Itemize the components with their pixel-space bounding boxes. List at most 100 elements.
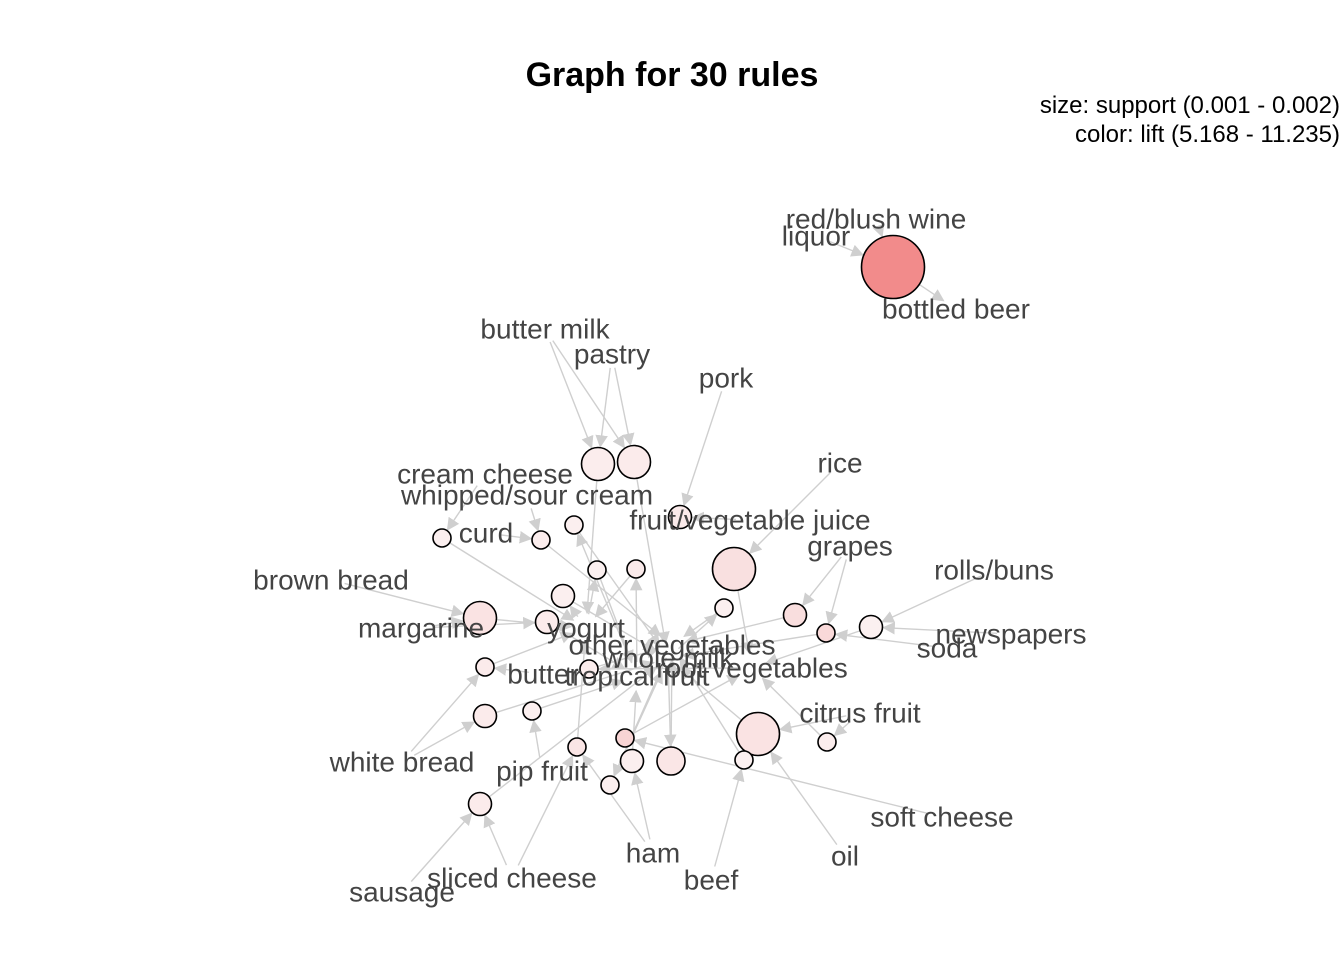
- edge-pastry-to-r3: [614, 367, 635, 447]
- rule-node-r27[interactable]: [567, 737, 587, 757]
- edge-layer: [344, 223, 998, 882]
- rule-node-r16[interactable]: [714, 598, 734, 618]
- graph-title: Graph for 30 rules: [525, 56, 819, 94]
- rule-node-r10[interactable]: [626, 559, 646, 579]
- item-label-yogurt: yogurt: [547, 613, 625, 644]
- edge-whole-milk-to-r16: [677, 613, 718, 650]
- legend-color: color: lift (5.168 - 11.235): [1074, 121, 1340, 148]
- edge-r26-to-whole-milk: [488, 666, 658, 798]
- edge-r15-to-whole-milk: [572, 601, 657, 652]
- edge-pork-to-r4: [681, 391, 723, 507]
- item-label-sausage: sausage: [349, 877, 455, 908]
- item-label-beef: beef: [684, 865, 739, 896]
- rule-node-r8[interactable]: [711, 546, 757, 592]
- edge-pip-fruit-to-r20: [529, 719, 542, 758]
- edge-grapes-to-r12: [825, 559, 847, 625]
- edge-r28-to-other-vegetables: [665, 658, 679, 748]
- rule-node-r3[interactable]: [616, 444, 652, 480]
- item-label-brown-bread: brown bread: [253, 565, 409, 596]
- edge-r3-to-whole-milk: [636, 478, 670, 645]
- edge-curd-to-r6: [499, 531, 533, 544]
- rule-node-r22[interactable]: [579, 659, 599, 679]
- rule-node-r6[interactable]: [531, 530, 551, 550]
- rule-node-r28[interactable]: [656, 746, 686, 776]
- edge-ham-to-r27: [582, 754, 646, 843]
- item-label-cream-cheese: cream cheese: [397, 459, 573, 490]
- rule-node-r7[interactable]: [564, 515, 584, 535]
- item-label-soda: soda: [917, 633, 978, 664]
- edge-r27-to-yogurt: [576, 641, 591, 739]
- rule-node-r1[interactable]: [860, 234, 926, 300]
- edge-soda-to-r12: [834, 629, 934, 647]
- item-label-margarine: margarine: [358, 613, 484, 644]
- edge-tropical-fruit-to-r7: [576, 533, 633, 664]
- item-label-curd: curd: [459, 518, 513, 549]
- rule-node-r24[interactable]: [734, 750, 754, 770]
- item-label-tropical-fruit: tropical fruit: [565, 661, 710, 692]
- rule-node-r14[interactable]: [462, 600, 498, 636]
- edge-r18-to-yogurt: [493, 631, 574, 665]
- item-label-citrus-fruit: citrus fruit: [799, 698, 921, 729]
- rule-node-r23[interactable]: [817, 732, 837, 752]
- item-label-root-vegetables: root vegetables: [656, 653, 847, 684]
- edge-newspapers-to-r13: [882, 621, 998, 635]
- edge-butter-to-r18: [493, 663, 530, 676]
- edge-whole-milk-to-r28: [663, 671, 677, 748]
- edge-yogurt-to-r15: [569, 605, 583, 620]
- edge-beef-to-r24: [714, 768, 745, 867]
- edge-r10-to-yogurt: [594, 575, 631, 618]
- item-label-bottled-beer: bottled beer: [882, 294, 1030, 325]
- item-label-sliced-cheese: sliced cheese: [427, 863, 597, 894]
- item-label-liquor: liquor: [782, 221, 850, 252]
- rule-node-r9[interactable]: [587, 560, 607, 580]
- item-label-soft-cheese: soft cheese: [870, 802, 1013, 833]
- rule-node-r4[interactable]: [667, 504, 693, 530]
- item-label-other-vegetables: other vegetables: [568, 630, 775, 661]
- rule-node-r17[interactable]: [534, 609, 560, 635]
- rule-node-r2[interactable]: [580, 446, 616, 482]
- rule-node-r21[interactable]: [735, 711, 781, 757]
- edge-fruit-vegetable-juice-to-r4: [691, 511, 737, 525]
- rule-node-r30[interactable]: [600, 775, 620, 795]
- edge-brown-bread-to-r14: [344, 582, 465, 617]
- rule-node-r19[interactable]: [472, 703, 498, 729]
- edge-liquor-to-r1: [828, 240, 865, 257]
- rule-node-r5[interactable]: [432, 528, 452, 548]
- edge-r11-to-other-vegetables: [685, 617, 784, 645]
- item-label-pastry: pastry: [574, 339, 650, 370]
- rule-node-r20[interactable]: [522, 701, 542, 721]
- item-label-pork: pork: [699, 363, 754, 394]
- item-label-whole-milk: whole milk: [602, 643, 735, 674]
- rule-node-r11[interactable]: [782, 602, 808, 628]
- rule-node-r26[interactable]: [467, 791, 493, 817]
- edge-ham-to-r29: [631, 771, 651, 840]
- edge-yogurt-to-r9: [586, 578, 600, 615]
- edge-butter-milk-to-r3: [552, 340, 625, 449]
- edge-root-vegetables-to-r22: [597, 662, 739, 676]
- rule-node-r18[interactable]: [475, 657, 495, 677]
- rule-node-r15[interactable]: [550, 583, 576, 609]
- edge-r13-to-root-vegetables: [764, 630, 861, 666]
- edge-sausage-to-r26: [410, 812, 473, 882]
- edge-citrus-fruit-to-r23: [833, 721, 850, 737]
- rule-node-r29[interactable]: [619, 748, 645, 774]
- item-label-ham: ham: [626, 838, 680, 869]
- edge-margarine-to-r14: [434, 616, 464, 630]
- item-label-white-bread: white bread: [329, 747, 475, 778]
- edge-r19-to-whole-milk: [495, 659, 655, 714]
- edge-r24-to-other-vegetables: [679, 656, 740, 753]
- edge-white-bread-to-r18: [410, 673, 480, 752]
- edge-butter-milk-to-r2: [549, 341, 594, 449]
- rule-node-r13[interactable]: [858, 614, 884, 640]
- edge-grapes-to-r11: [802, 556, 842, 607]
- edge-rolls-buns-to-r13: [881, 575, 982, 623]
- item-label-whipped-sour-cream: whipped/sour cream: [400, 480, 653, 511]
- edge-pastry-to-r2: [595, 367, 611, 448]
- edge-r12-to-whole-milk: [681, 633, 818, 661]
- edge-sliced-cheese-to-r27: [517, 754, 574, 866]
- rule-node-r12[interactable]: [816, 623, 836, 643]
- edge-sliced-cheese-to-r26: [483, 814, 508, 866]
- rule-node-r25[interactable]: [615, 728, 635, 748]
- edge-r23-to-root-vegetables: [761, 677, 822, 737]
